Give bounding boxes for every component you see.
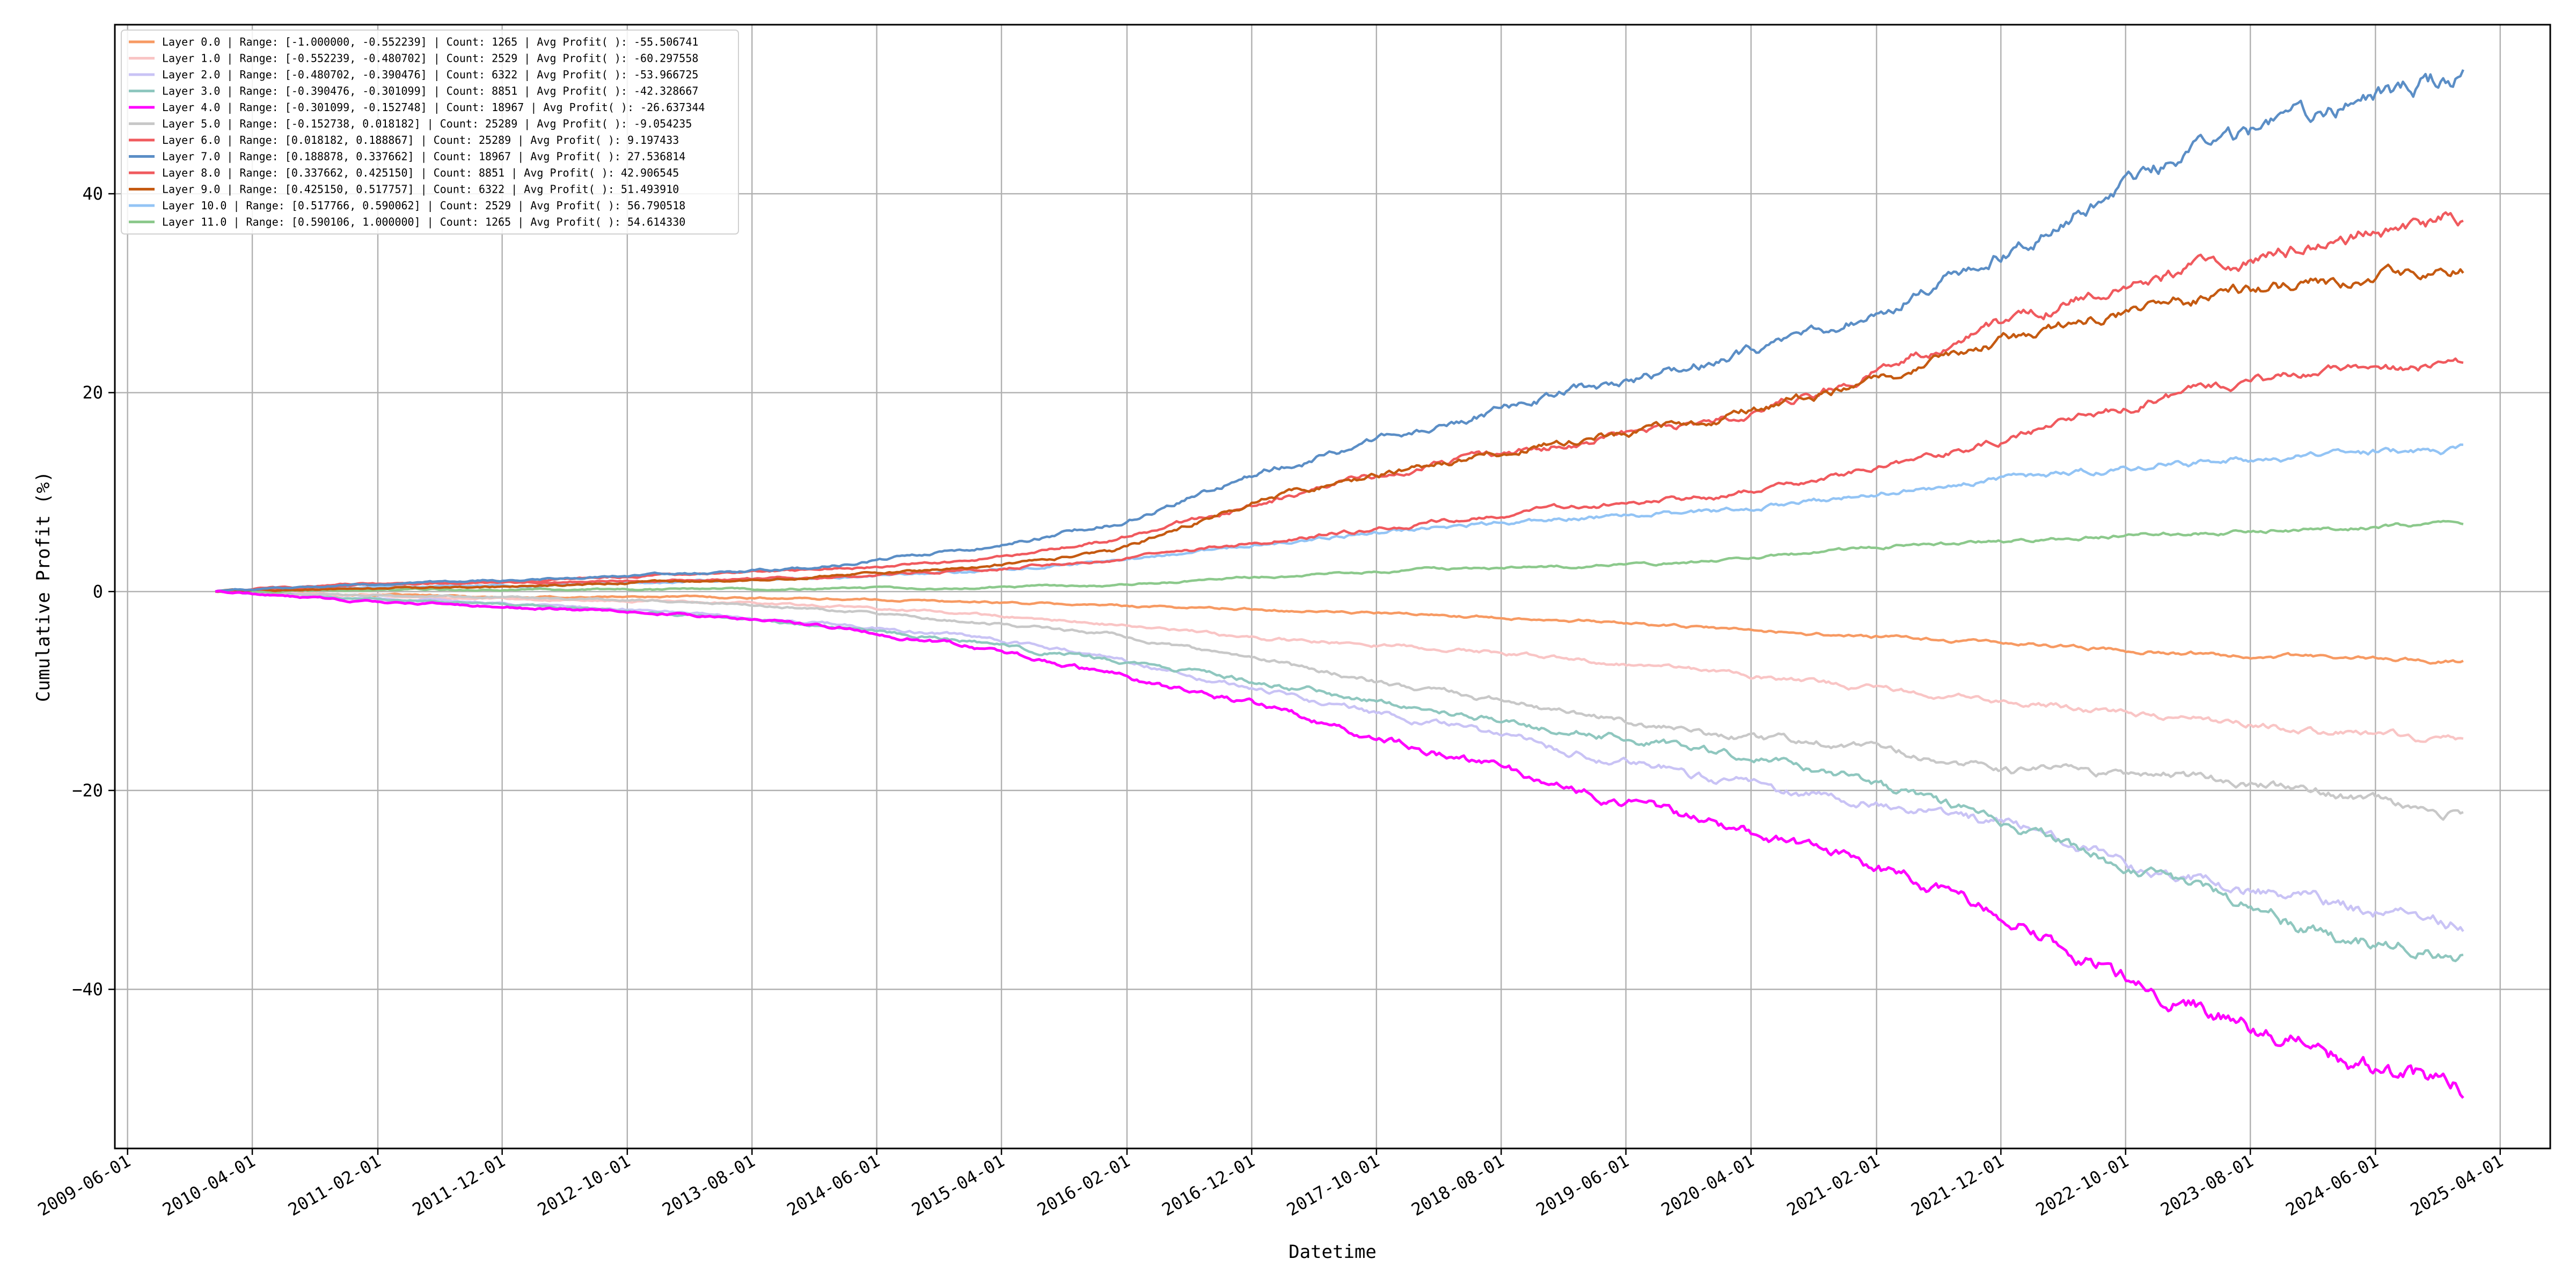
series-line-layer-4	[215, 589, 2464, 1099]
y-tick-label: 40	[82, 184, 103, 204]
y-axis-ticks: −40 −20 0 20 40	[72, 184, 115, 1000]
series-lines	[215, 69, 2464, 1099]
legend-entry: Layer 0.0 | Range: [-1.000000, -0.552239…	[162, 35, 698, 48]
legend-entry: Layer 4.0 | Range: [-0.301099, -0.152748…	[162, 101, 705, 114]
legend-entry: Layer 9.0 | Range: [0.425150, 0.517757] …	[162, 183, 679, 196]
legend: Layer 0.0 | Range: [-1.000000, -0.552239…	[121, 30, 739, 235]
legend-entry: Layer 6.0 | Range: [0.018182, 0.188867] …	[162, 134, 679, 147]
plot-frame	[114, 24, 2551, 1150]
y-tick-label: 0	[93, 581, 103, 602]
series-line-layer-5	[215, 590, 2464, 821]
y-tick-label: 20	[82, 383, 103, 403]
x-axis-label: Datetime	[1289, 1241, 1377, 1263]
legend-entry: Layer 5.0 | Range: [-0.152738, 0.018182]…	[162, 118, 692, 130]
legend-entry: Layer 10.0 | Range: [0.517766, 0.590062]…	[162, 199, 685, 212]
y-axis-label: Cumulative Profit (%)	[33, 471, 54, 702]
series-line-layer-11	[215, 519, 2464, 594]
series-line-layer-7	[215, 69, 2464, 593]
legend-entry: Layer 1.0 | Range: [-0.552239, -0.480702…	[162, 52, 698, 65]
series-line-layer-1	[215, 589, 2464, 743]
y-tick-label: −40	[72, 979, 103, 1000]
series-line-layer-9	[215, 264, 2464, 593]
y-tick-label: −20	[72, 780, 103, 801]
legend-entry: Layer 11.0 | Range: [0.590106, 1.000000]…	[162, 216, 685, 229]
legend-entry: Layer 2.0 | Range: [-0.480702, -0.390476…	[162, 68, 698, 81]
legend-entry: Layer 3.0 | Range: [-0.390476, -0.301099…	[162, 85, 698, 98]
legend-entry: Layer 8.0 | Range: [0.337662, 0.425150] …	[162, 166, 679, 179]
legend-entry: Layer 7.0 | Range: [0.188878, 0.337662] …	[162, 150, 685, 163]
legend-box	[121, 30, 739, 235]
series-line-layer-6	[215, 357, 2464, 593]
